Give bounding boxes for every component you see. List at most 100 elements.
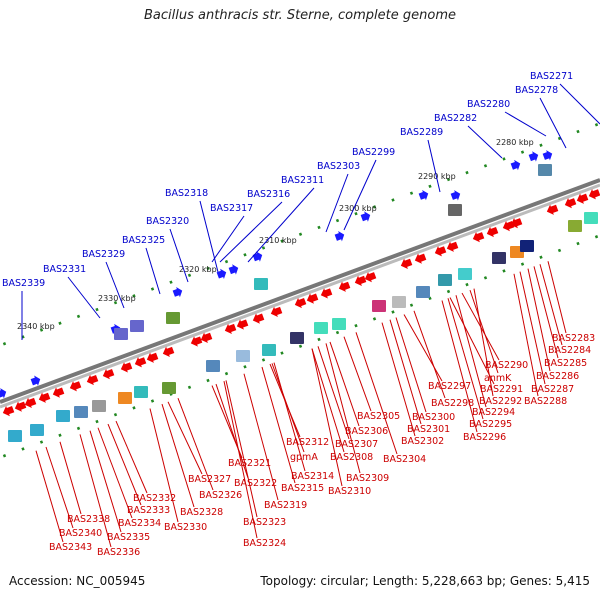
gene-label-bottom: BAS2333 <box>127 505 170 516</box>
gene-leader-line <box>223 381 258 539</box>
gene-leader-line <box>45 446 74 529</box>
gene-leader-line <box>559 83 600 125</box>
gene-feature-block <box>520 240 534 252</box>
gene-feature-block <box>166 312 180 324</box>
gene-leader-line <box>467 125 503 159</box>
tick-mark <box>483 164 488 168</box>
scale-label: 2330 kbp <box>98 294 136 303</box>
gene-label-bottom: BAS2305 <box>357 411 400 422</box>
gene-label-bottom: BAS2294 <box>472 407 515 418</box>
tick-mark <box>446 177 451 182</box>
gene-feature-block <box>438 274 452 286</box>
tick-mark <box>150 287 155 291</box>
tick-mark <box>483 276 488 280</box>
reverse-gene-arrow <box>24 397 37 409</box>
gene-leader-line <box>219 201 283 263</box>
tick-mark <box>280 351 284 355</box>
gene-leader-line <box>169 228 189 283</box>
tick-mark <box>76 426 81 431</box>
gene-label-bottom: BAS2283 <box>552 333 595 344</box>
reverse-gene-arrow <box>2 405 15 417</box>
forward-gene-arrow <box>172 286 183 298</box>
gene-label-bottom: BAS2323 <box>243 517 286 528</box>
gene-feature-block <box>254 278 268 290</box>
gene-label-bottom: BAS2296 <box>463 432 506 443</box>
gene-label-bottom: BAS2343 <box>49 542 92 553</box>
gene-label-bottom: anmK <box>484 373 512 384</box>
gene-feature-block <box>416 286 430 298</box>
gene-feature-block <box>30 424 44 436</box>
tick-mark <box>520 262 525 266</box>
gene-label-bottom: BAS2287 <box>531 384 574 395</box>
reverse-gene-arrow <box>510 217 523 229</box>
tick-mark <box>372 205 377 209</box>
tick-mark <box>224 259 229 264</box>
reverse-gene-arrow <box>364 271 377 283</box>
forward-gene-arrow <box>510 159 521 171</box>
gene-label-bottom: BAS2292 <box>479 396 522 407</box>
gene-leader-line <box>455 295 487 408</box>
tick-mark <box>261 246 266 250</box>
gene-leader-line <box>325 343 361 474</box>
gene-label-bottom: BAS2330 <box>164 522 207 533</box>
gene-leader-line <box>225 380 258 518</box>
gene-leader-line <box>149 408 179 523</box>
gene-feature-block <box>332 318 346 330</box>
tick-mark <box>354 212 358 216</box>
reverse-gene-arrow <box>162 346 175 357</box>
gene-label-top: BAS2329 <box>82 249 125 260</box>
gene-label-bottom: BAS2319 <box>264 500 307 511</box>
reverse-gene-arrow <box>270 306 283 318</box>
reverse-gene-arrow <box>86 374 99 386</box>
forward-gene-arrow <box>252 251 263 262</box>
gene-leader-line <box>469 289 499 374</box>
gene-leader-line <box>427 139 441 193</box>
gene-leader-line <box>59 441 82 515</box>
tick-mark <box>502 157 506 161</box>
gene-leader-line <box>539 97 567 149</box>
accession-label: Accession: NC_005945 <box>9 574 146 588</box>
tick-mark <box>21 335 25 339</box>
tick-mark <box>557 248 562 253</box>
reverse-gene-arrow <box>236 319 249 330</box>
reverse-gene-arrow <box>38 392 51 403</box>
gene-feature-block <box>130 320 144 332</box>
lower-tick-line <box>2 235 599 458</box>
gene-label-top: BAS2303 <box>317 161 360 172</box>
scale-label: 2340 kbp <box>17 322 55 331</box>
gene-leader-line <box>343 336 372 412</box>
gene-feature-block <box>162 382 176 394</box>
gene-leader-line <box>447 298 484 420</box>
forward-gene-arrow <box>450 190 461 201</box>
gene-leader-line <box>145 247 161 295</box>
reverse-gene-arrow <box>69 381 82 392</box>
genome-backbone <box>0 178 600 404</box>
scale-label: 2300 kbp <box>339 204 377 213</box>
reverse-gene-arrow <box>52 387 65 398</box>
gene-label-top: BAS2317 <box>210 203 253 214</box>
forward-gene-arrow <box>228 264 239 275</box>
gene-label-top: BAS2339 <box>2 278 45 289</box>
gene-leader-line <box>539 264 563 346</box>
reverse-gene-arrow <box>576 193 589 204</box>
gene-feature-block <box>134 386 148 398</box>
gene-leader-line <box>67 276 101 319</box>
gene-leader-line <box>317 346 350 440</box>
gene-leader-line <box>504 111 547 137</box>
gene-label-bottom: BAS2308 <box>330 452 373 463</box>
gene-label-bottom: BAS2284 <box>548 345 591 356</box>
gene-feature-block <box>262 344 276 356</box>
reverse-gene-arrow <box>190 336 203 347</box>
tick-mark <box>187 385 192 390</box>
tick-mark <box>2 454 7 458</box>
gene-leader-line <box>211 215 245 263</box>
gene-label-bottom: BAS2338 <box>67 514 110 525</box>
reverse-gene-arrow <box>120 362 133 373</box>
gene-leader-line <box>167 401 203 475</box>
gene-leader-line <box>107 423 142 506</box>
tick-mark <box>298 232 303 236</box>
tick-mark <box>576 129 580 134</box>
tick-mark <box>243 365 247 369</box>
gene-label-top: BAS2289 <box>400 127 443 138</box>
